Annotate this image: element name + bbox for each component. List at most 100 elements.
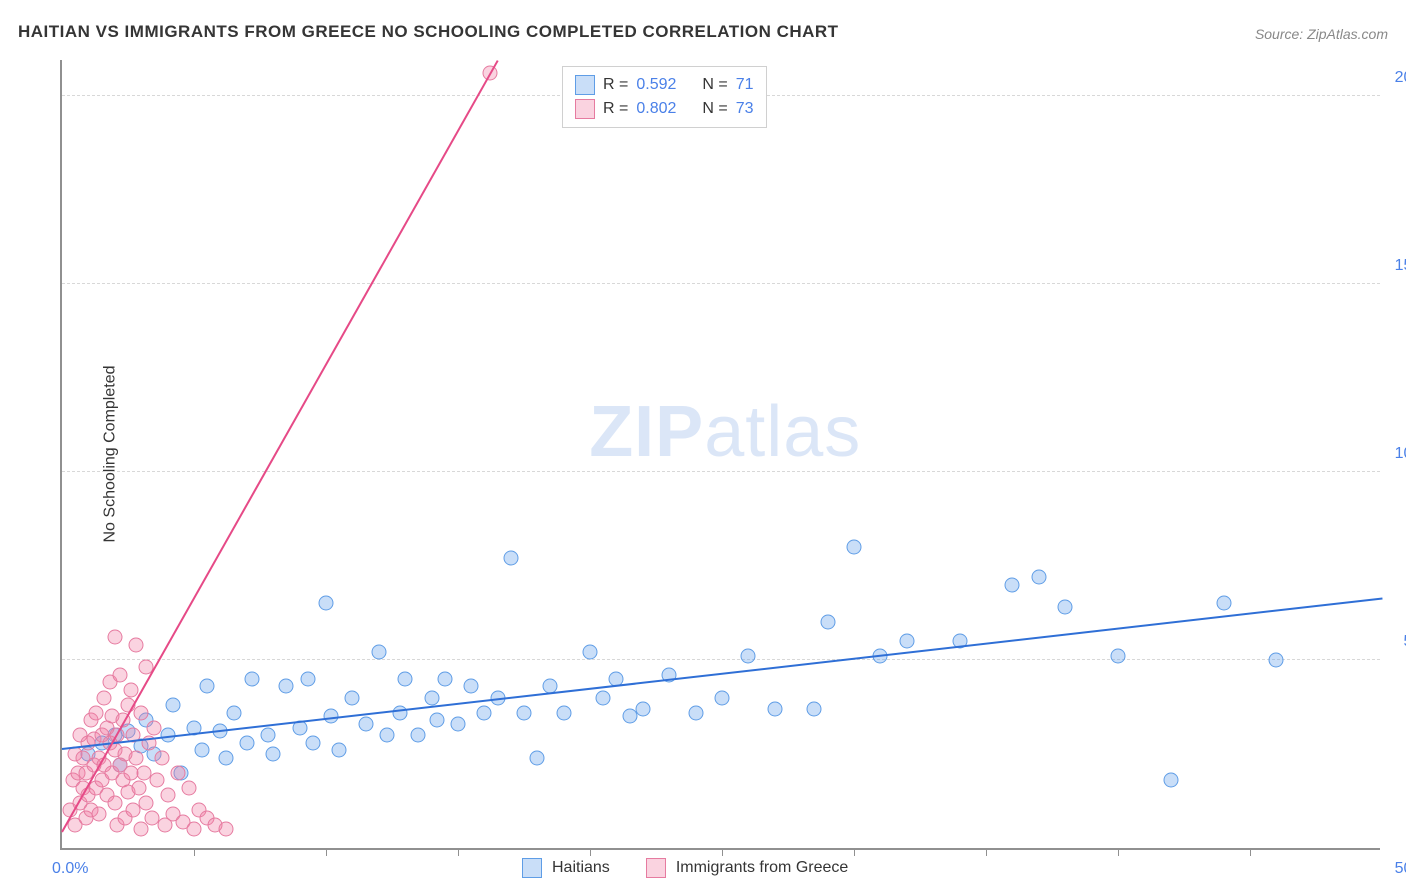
scatter-point: [556, 705, 571, 720]
scatter-point: [437, 671, 452, 686]
scatter-point: [392, 705, 407, 720]
chart-plot-area: No Schooling Completed ZIPatlas 5.0%10.0…: [60, 60, 1380, 850]
scatter-point: [424, 690, 439, 705]
chart-title: HAITIAN VS IMMIGRANTS FROM GREECE NO SCH…: [18, 22, 839, 42]
scatter-point: [767, 701, 782, 716]
x-origin-label: 0.0%: [52, 860, 88, 878]
gridline: [62, 659, 1380, 660]
scatter-point: [398, 671, 413, 686]
scatter-point: [91, 807, 106, 822]
scatter-point: [123, 683, 138, 698]
scatter-point: [239, 735, 254, 750]
source-attribution: Source: ZipAtlas.com: [1255, 26, 1388, 42]
scatter-point: [147, 720, 162, 735]
n-value-haitians: 71: [736, 73, 754, 97]
scatter-point: [194, 743, 209, 758]
n-value-greece: 73: [736, 97, 754, 121]
scatter-point: [345, 690, 360, 705]
scatter-point: [155, 750, 170, 765]
scatter-point: [1269, 652, 1284, 667]
scatter-point: [1031, 570, 1046, 585]
y-tick-label: 15.0%: [1395, 257, 1406, 275]
scatter-point: [139, 795, 154, 810]
scatter-point: [319, 596, 334, 611]
watermark-bold: ZIP: [589, 392, 704, 472]
scatter-point: [530, 750, 545, 765]
watermark: ZIPatlas: [589, 391, 861, 473]
scatter-point: [97, 690, 112, 705]
x-tick: [458, 848, 459, 856]
scatter-point: [300, 671, 315, 686]
r-label: R =: [603, 73, 628, 97]
scatter-point: [171, 765, 186, 780]
scatter-point: [107, 630, 122, 645]
scatter-point: [715, 690, 730, 705]
legend-row-haitians: R = 0.592 N = 71: [575, 73, 754, 97]
y-tick-label: 20.0%: [1395, 69, 1406, 87]
scatter-point: [464, 679, 479, 694]
scatter-point: [1111, 649, 1126, 664]
scatter-point: [218, 750, 233, 765]
scatter-point: [1163, 773, 1178, 788]
scatter-point: [305, 735, 320, 750]
scatter-point: [226, 705, 241, 720]
scatter-point: [150, 773, 165, 788]
swatch-haitians: [522, 858, 542, 878]
scatter-point: [1005, 577, 1020, 592]
scatter-point: [1216, 596, 1231, 611]
scatter-point: [807, 701, 822, 716]
scatter-point: [128, 750, 143, 765]
scatter-point: [820, 615, 835, 630]
scatter-point: [429, 713, 444, 728]
legend-row-greece: R = 0.802 N = 73: [575, 97, 754, 121]
scatter-point: [266, 746, 281, 761]
scatter-point: [89, 705, 104, 720]
x-tick: [986, 848, 987, 856]
scatter-point: [279, 679, 294, 694]
x-end-label: 50.0%: [1395, 860, 1406, 878]
n-label: N =: [702, 97, 727, 121]
scatter-point: [1058, 600, 1073, 615]
scatter-point: [899, 634, 914, 649]
scatter-point: [260, 728, 275, 743]
y-axis-label: No Schooling Completed: [102, 366, 120, 543]
x-tick: [590, 848, 591, 856]
scatter-point: [596, 690, 611, 705]
scatter-point: [245, 671, 260, 686]
scatter-point: [741, 649, 756, 664]
scatter-point: [847, 540, 862, 555]
scatter-point: [187, 822, 202, 837]
scatter-point: [379, 728, 394, 743]
scatter-point: [200, 679, 215, 694]
scatter-point: [451, 716, 466, 731]
trend-line: [62, 598, 1382, 750]
scatter-point: [131, 780, 146, 795]
x-tick: [854, 848, 855, 856]
series-label-haitians: Haitians: [552, 859, 610, 877]
scatter-point: [113, 667, 128, 682]
scatter-point: [635, 701, 650, 716]
gridline: [62, 283, 1380, 284]
scatter-point: [165, 698, 180, 713]
series-label-greece: Immigrants from Greece: [676, 859, 848, 877]
x-tick: [1118, 848, 1119, 856]
scatter-point: [134, 705, 149, 720]
scatter-point: [128, 637, 143, 652]
swatch-haitians: [575, 75, 595, 95]
x-tick: [194, 848, 195, 856]
r-value-haitians: 0.592: [636, 73, 676, 97]
scatter-point: [160, 788, 175, 803]
scatter-point: [477, 705, 492, 720]
scatter-point: [371, 645, 386, 660]
swatch-greece: [575, 99, 595, 119]
scatter-point: [332, 743, 347, 758]
x-tick: [1250, 848, 1251, 856]
scatter-point: [688, 705, 703, 720]
n-label: N =: [702, 73, 727, 97]
y-tick-label: 10.0%: [1395, 445, 1406, 463]
x-tick: [722, 848, 723, 856]
scatter-point: [218, 822, 233, 837]
r-value-greece: 0.802: [636, 97, 676, 121]
r-label: R =: [603, 97, 628, 121]
scatter-point: [583, 645, 598, 660]
